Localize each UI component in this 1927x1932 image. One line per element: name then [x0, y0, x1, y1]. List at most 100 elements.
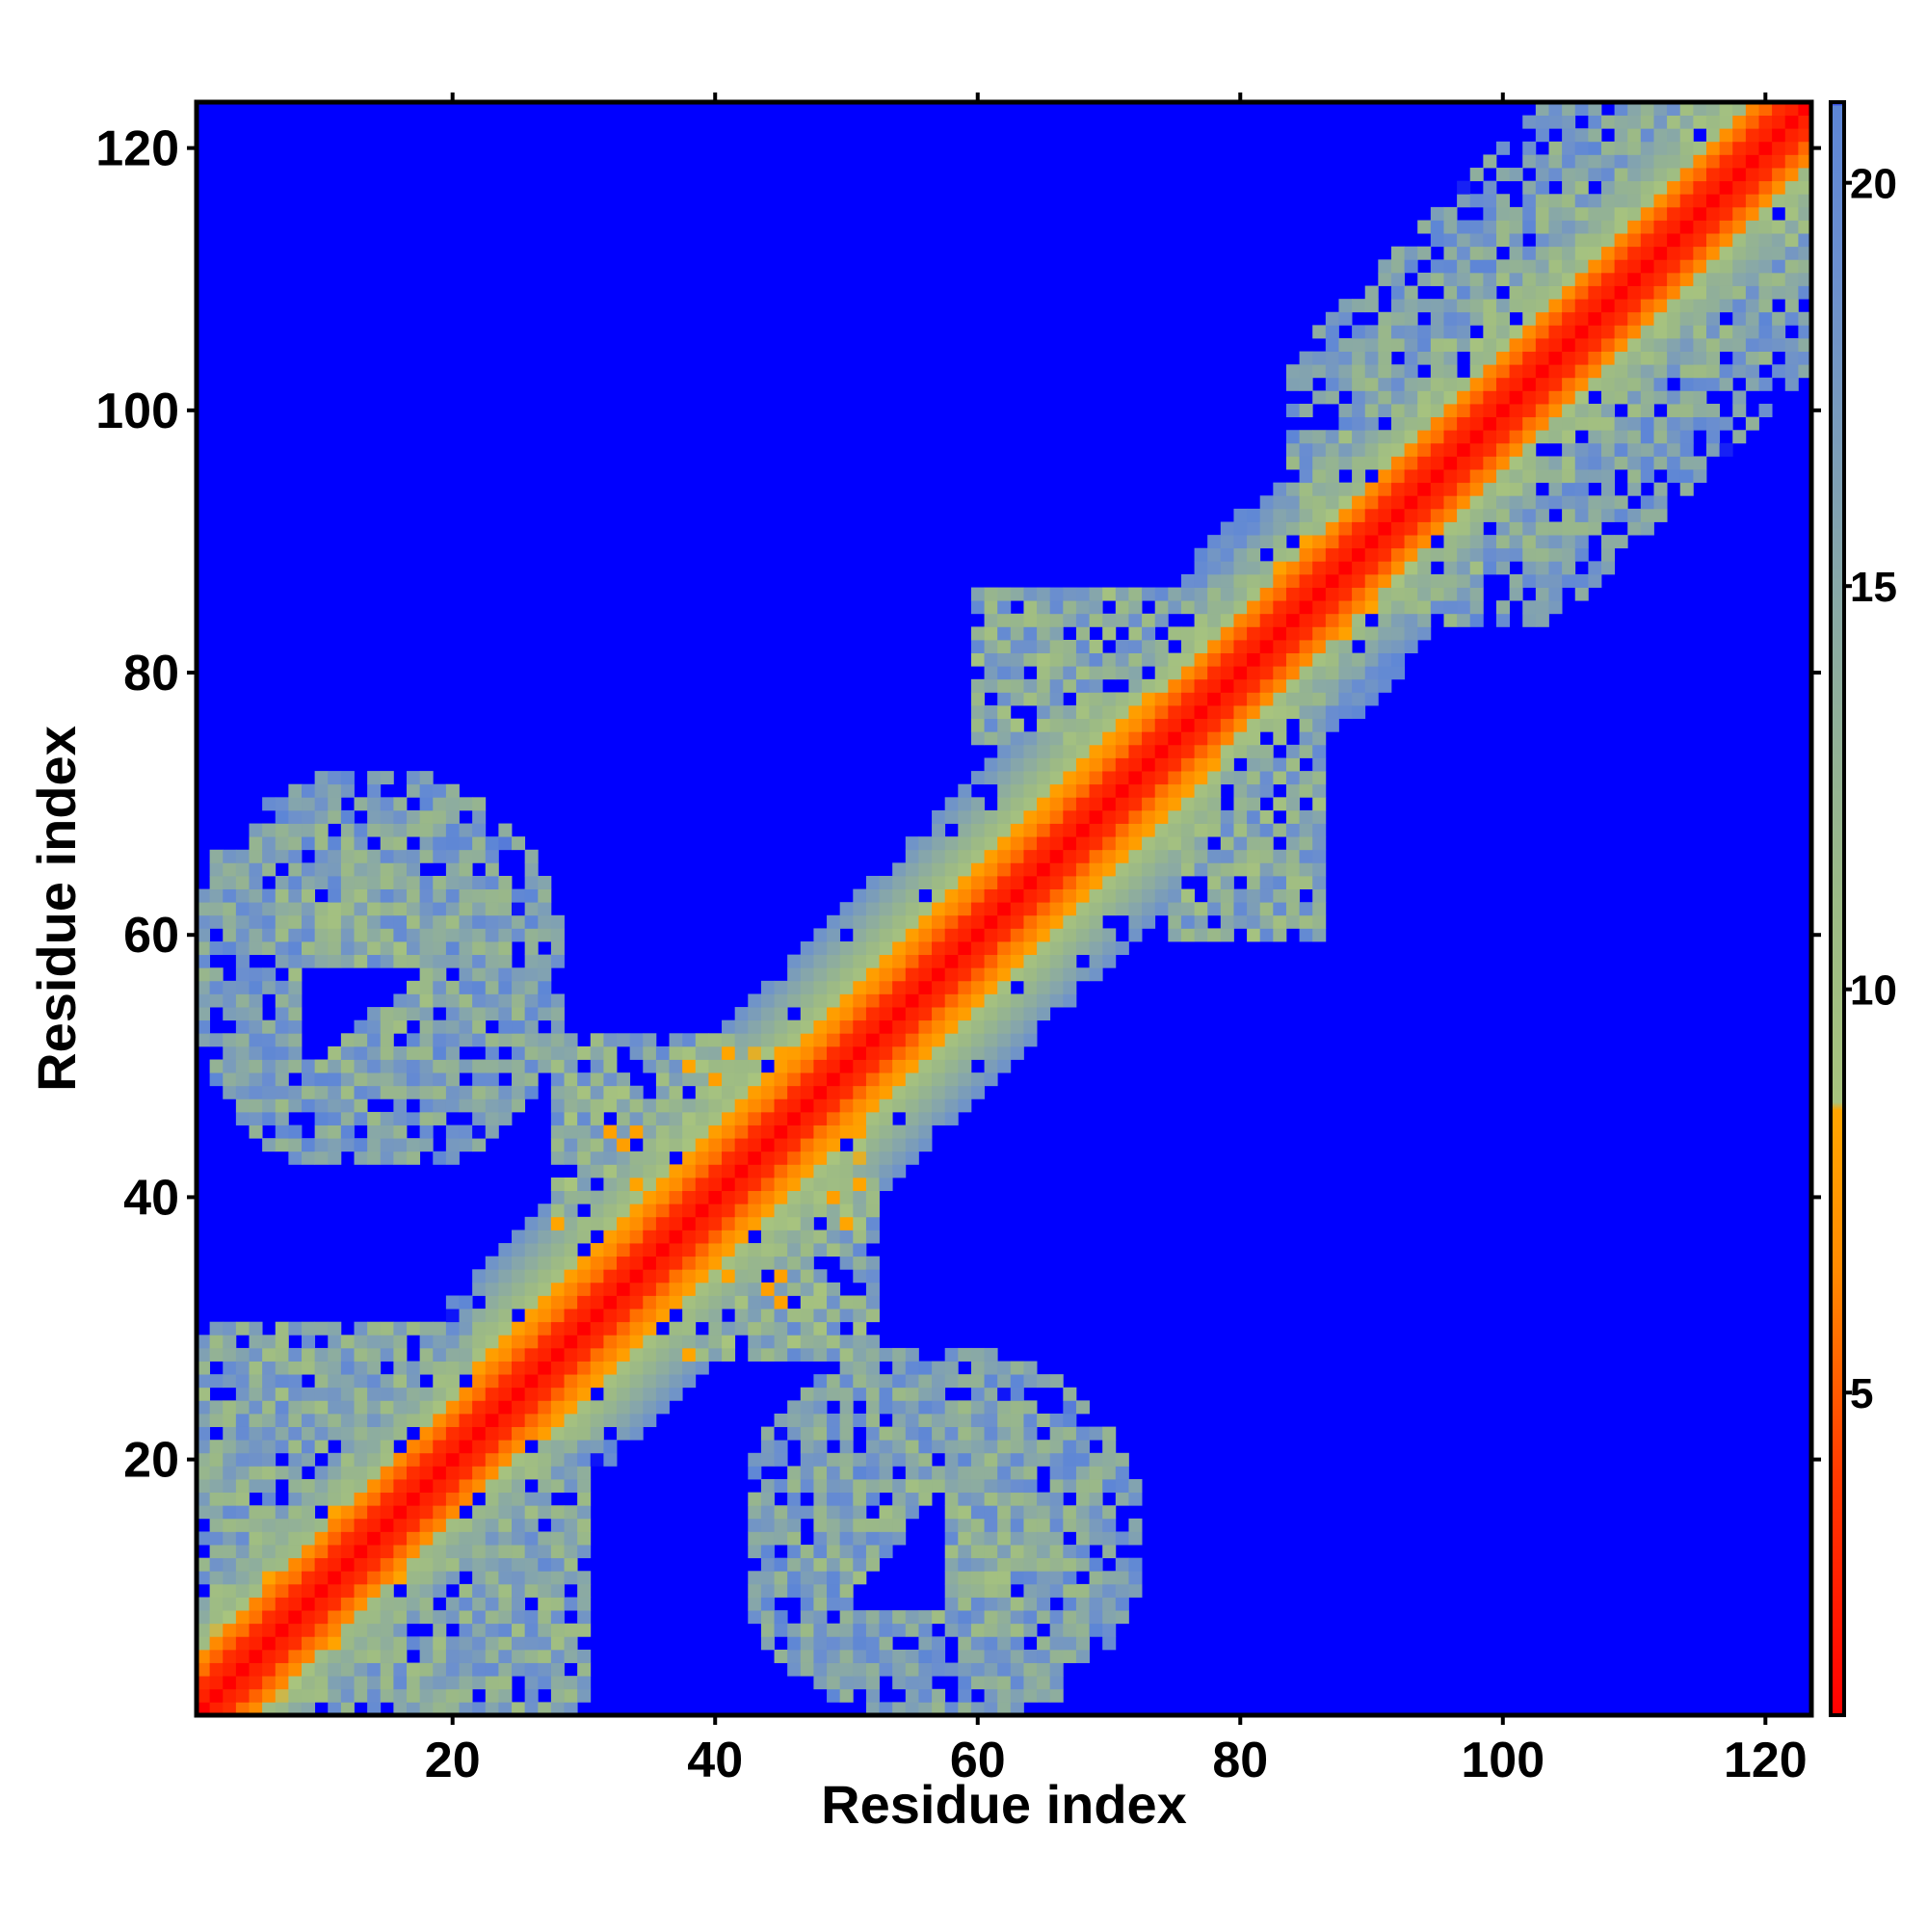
- heatmap-cell: [407, 1636, 421, 1651]
- heatmap-cell: [288, 1676, 303, 1690]
- heatmap-cell: [970, 731, 985, 746]
- heatmap-cell: [774, 1282, 788, 1296]
- heatmap-cell: [1798, 180, 1811, 195]
- heatmap-cell: [932, 1413, 946, 1427]
- heatmap-cell: [354, 1688, 368, 1703]
- heatmap-cell: [235, 1072, 250, 1087]
- heatmap-cell: [1732, 285, 1747, 300]
- heatmap-cell: [524, 1531, 539, 1546]
- heatmap-cell: [905, 888, 919, 903]
- heatmap-cell: [1522, 285, 1537, 300]
- heatmap-cell: [813, 1452, 828, 1467]
- heatmap-cell: [1522, 561, 1537, 575]
- heatmap-cell: [1325, 692, 1339, 706]
- heatmap-cell: [1247, 547, 1261, 562]
- heatmap-cell: [827, 1374, 841, 1389]
- heatmap-cell: [1758, 220, 1773, 234]
- heatmap-cell: [774, 1111, 788, 1125]
- heatmap-cell: [1614, 508, 1628, 522]
- heatmap-cell: [1430, 233, 1444, 248]
- heatmap-cell: [380, 1072, 394, 1087]
- heatmap-cell: [302, 1413, 316, 1427]
- heatmap-cell: [380, 1413, 394, 1427]
- heatmap-cell: [538, 1059, 552, 1073]
- heatmap-cell: [197, 902, 211, 916]
- heatmap-cell: [275, 1610, 289, 1625]
- heatmap-cell: [302, 797, 316, 811]
- heatmap-cell: [1063, 1571, 1077, 1585]
- heatmap-cell: [262, 1571, 277, 1585]
- heatmap-cell: [485, 1452, 499, 1467]
- heatmap-cell: [1168, 836, 1182, 851]
- heatmap-cell: [865, 1688, 880, 1703]
- heatmap-cell: [209, 849, 224, 863]
- heatmap-cell: [1574, 547, 1589, 562]
- heatmap-cell: [524, 1256, 539, 1270]
- heatmap-cell: [800, 1164, 814, 1178]
- heatmap-cell: [367, 1676, 382, 1690]
- heatmap-cell: [1588, 430, 1602, 444]
- heatmap-cell: [813, 941, 828, 956]
- heatmap-cell: [1784, 154, 1799, 169]
- heatmap-cell: [1168, 587, 1182, 601]
- heatmap-cell: [1128, 744, 1143, 758]
- heatmap-cell: [1627, 194, 1642, 208]
- heatmap-cell: [1115, 783, 1129, 798]
- heatmap-cell: [498, 1557, 513, 1572]
- heatmap-cell: [839, 1597, 854, 1611]
- heatmap-cell: [1063, 836, 1077, 851]
- heatmap-cell: [314, 836, 329, 851]
- heatmap-cell: [419, 836, 434, 851]
- heatmap-cell: [787, 1019, 802, 1034]
- heatmap-cell: [1338, 456, 1353, 470]
- heatmap-cell: [550, 1178, 565, 1192]
- heatmap-cell: [1600, 547, 1616, 562]
- heatmap-cell: [354, 1557, 368, 1572]
- heatmap-cell: [1259, 875, 1274, 889]
- heatmap-cell: [1010, 836, 1024, 851]
- heatmap-cell: [839, 1125, 854, 1139]
- heatmap-cell: [524, 1269, 539, 1284]
- heatmap-cell: [984, 1583, 998, 1598]
- heatmap-cell: [407, 1518, 421, 1532]
- heatmap-cell: [1430, 508, 1444, 522]
- heatmap-cell: [629, 1347, 644, 1362]
- heatmap-cell: [813, 1019, 828, 1034]
- heatmap-cell: [550, 1518, 565, 1532]
- heatmap-cell: [1037, 1440, 1051, 1454]
- heatmap-cell: [1049, 1545, 1064, 1559]
- heatmap-cell: [1049, 1426, 1064, 1441]
- heatmap-cell: [774, 1204, 788, 1218]
- heatmap-cell: [433, 1636, 447, 1651]
- heatmap-cell: [328, 1545, 342, 1559]
- heatmap-cell: [1285, 495, 1300, 510]
- heatmap-cell: [1574, 285, 1589, 300]
- heatmap-cell: [787, 1321, 802, 1336]
- heatmap-cell: [1457, 613, 1471, 627]
- heatmap-cell: [1299, 705, 1313, 720]
- heatmap-cell: [1037, 1374, 1051, 1389]
- heatmap-cell: [1417, 561, 1432, 575]
- heatmap-cell: [1010, 678, 1024, 693]
- heatmap-cell: [1023, 757, 1038, 772]
- heatmap-cell: [655, 1387, 670, 1401]
- heatmap-cell: [564, 1256, 578, 1270]
- heatmap-cell: [813, 1085, 828, 1099]
- heatmap-cell: [498, 1505, 513, 1520]
- heatmap-cell: [958, 797, 972, 811]
- heatmap-cell: [1679, 311, 1694, 326]
- heatmap-cell: [682, 1164, 697, 1178]
- heatmap-cell: [1483, 351, 1497, 365]
- heatmap-cell: [235, 1518, 250, 1532]
- heatmap-cell: [1325, 640, 1339, 654]
- heatmap-cell: [288, 1466, 303, 1480]
- heatmap-cell: [1364, 587, 1379, 601]
- heatmap-cell: [827, 1309, 841, 1323]
- heatmap-cell: [760, 1216, 775, 1231]
- heatmap-cell: [367, 1085, 382, 1099]
- heatmap-cell: [997, 902, 1012, 916]
- heatmap-cell: [209, 1571, 224, 1585]
- heatmap-cell: [865, 1138, 880, 1152]
- heatmap-cell: [1404, 311, 1418, 326]
- heatmap-cell: [1338, 508, 1353, 522]
